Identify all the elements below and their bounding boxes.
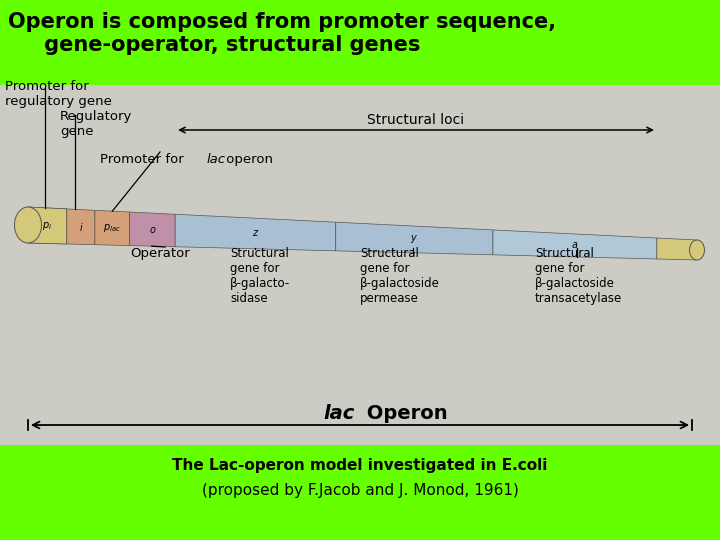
Bar xyxy=(0,445,720,540)
Text: $i$: $i$ xyxy=(78,221,84,233)
Text: $z$: $z$ xyxy=(252,228,259,239)
Polygon shape xyxy=(28,207,67,244)
Text: Operator: Operator xyxy=(130,247,190,260)
Text: operon: operon xyxy=(222,153,273,166)
Text: Structural
gene for
β-galacto-
sidase: Structural gene for β-galacto- sidase xyxy=(230,247,290,305)
Polygon shape xyxy=(493,230,657,259)
Text: Regulatory
gene: Regulatory gene xyxy=(60,110,132,138)
Text: Promoter for: Promoter for xyxy=(100,153,188,166)
Text: (proposed by F.Jacob and J. Monod, 1961): (proposed by F.Jacob and J. Monod, 1961) xyxy=(202,483,518,498)
Text: lac: lac xyxy=(207,153,226,166)
Text: $p_{lac}$: $p_{lac}$ xyxy=(104,222,121,234)
Polygon shape xyxy=(657,238,697,260)
Text: Operon is composed from promoter sequence,: Operon is composed from promoter sequenc… xyxy=(8,12,556,32)
Polygon shape xyxy=(336,222,493,255)
Polygon shape xyxy=(95,210,130,246)
Text: Structural
gene for
β-galactoside
transacetylase: Structural gene for β-galactoside transa… xyxy=(535,247,622,305)
Polygon shape xyxy=(130,212,175,247)
Ellipse shape xyxy=(690,240,704,260)
Text: Operon: Operon xyxy=(360,404,448,423)
Polygon shape xyxy=(175,214,336,251)
Text: $a$: $a$ xyxy=(571,240,579,251)
Text: gene-operator, structural genes: gene-operator, structural genes xyxy=(8,35,420,55)
Polygon shape xyxy=(28,207,67,244)
Bar xyxy=(0,0,720,85)
Text: Promoter for
regulatory gene: Promoter for regulatory gene xyxy=(5,80,112,108)
Text: $o$: $o$ xyxy=(148,225,156,235)
Bar xyxy=(0,85,720,445)
Ellipse shape xyxy=(14,207,42,243)
Text: Structural
gene for
β-galactoside
permease: Structural gene for β-galactoside permea… xyxy=(360,247,440,305)
Text: $p_i$: $p_i$ xyxy=(42,220,53,232)
Text: $y$: $y$ xyxy=(410,233,418,246)
Text: Structural loci: Structural loci xyxy=(367,113,464,127)
Text: lac: lac xyxy=(324,404,355,423)
Text: The Lac-operon model investigated in E.coli: The Lac-operon model investigated in E.c… xyxy=(172,458,548,473)
Polygon shape xyxy=(67,209,95,245)
